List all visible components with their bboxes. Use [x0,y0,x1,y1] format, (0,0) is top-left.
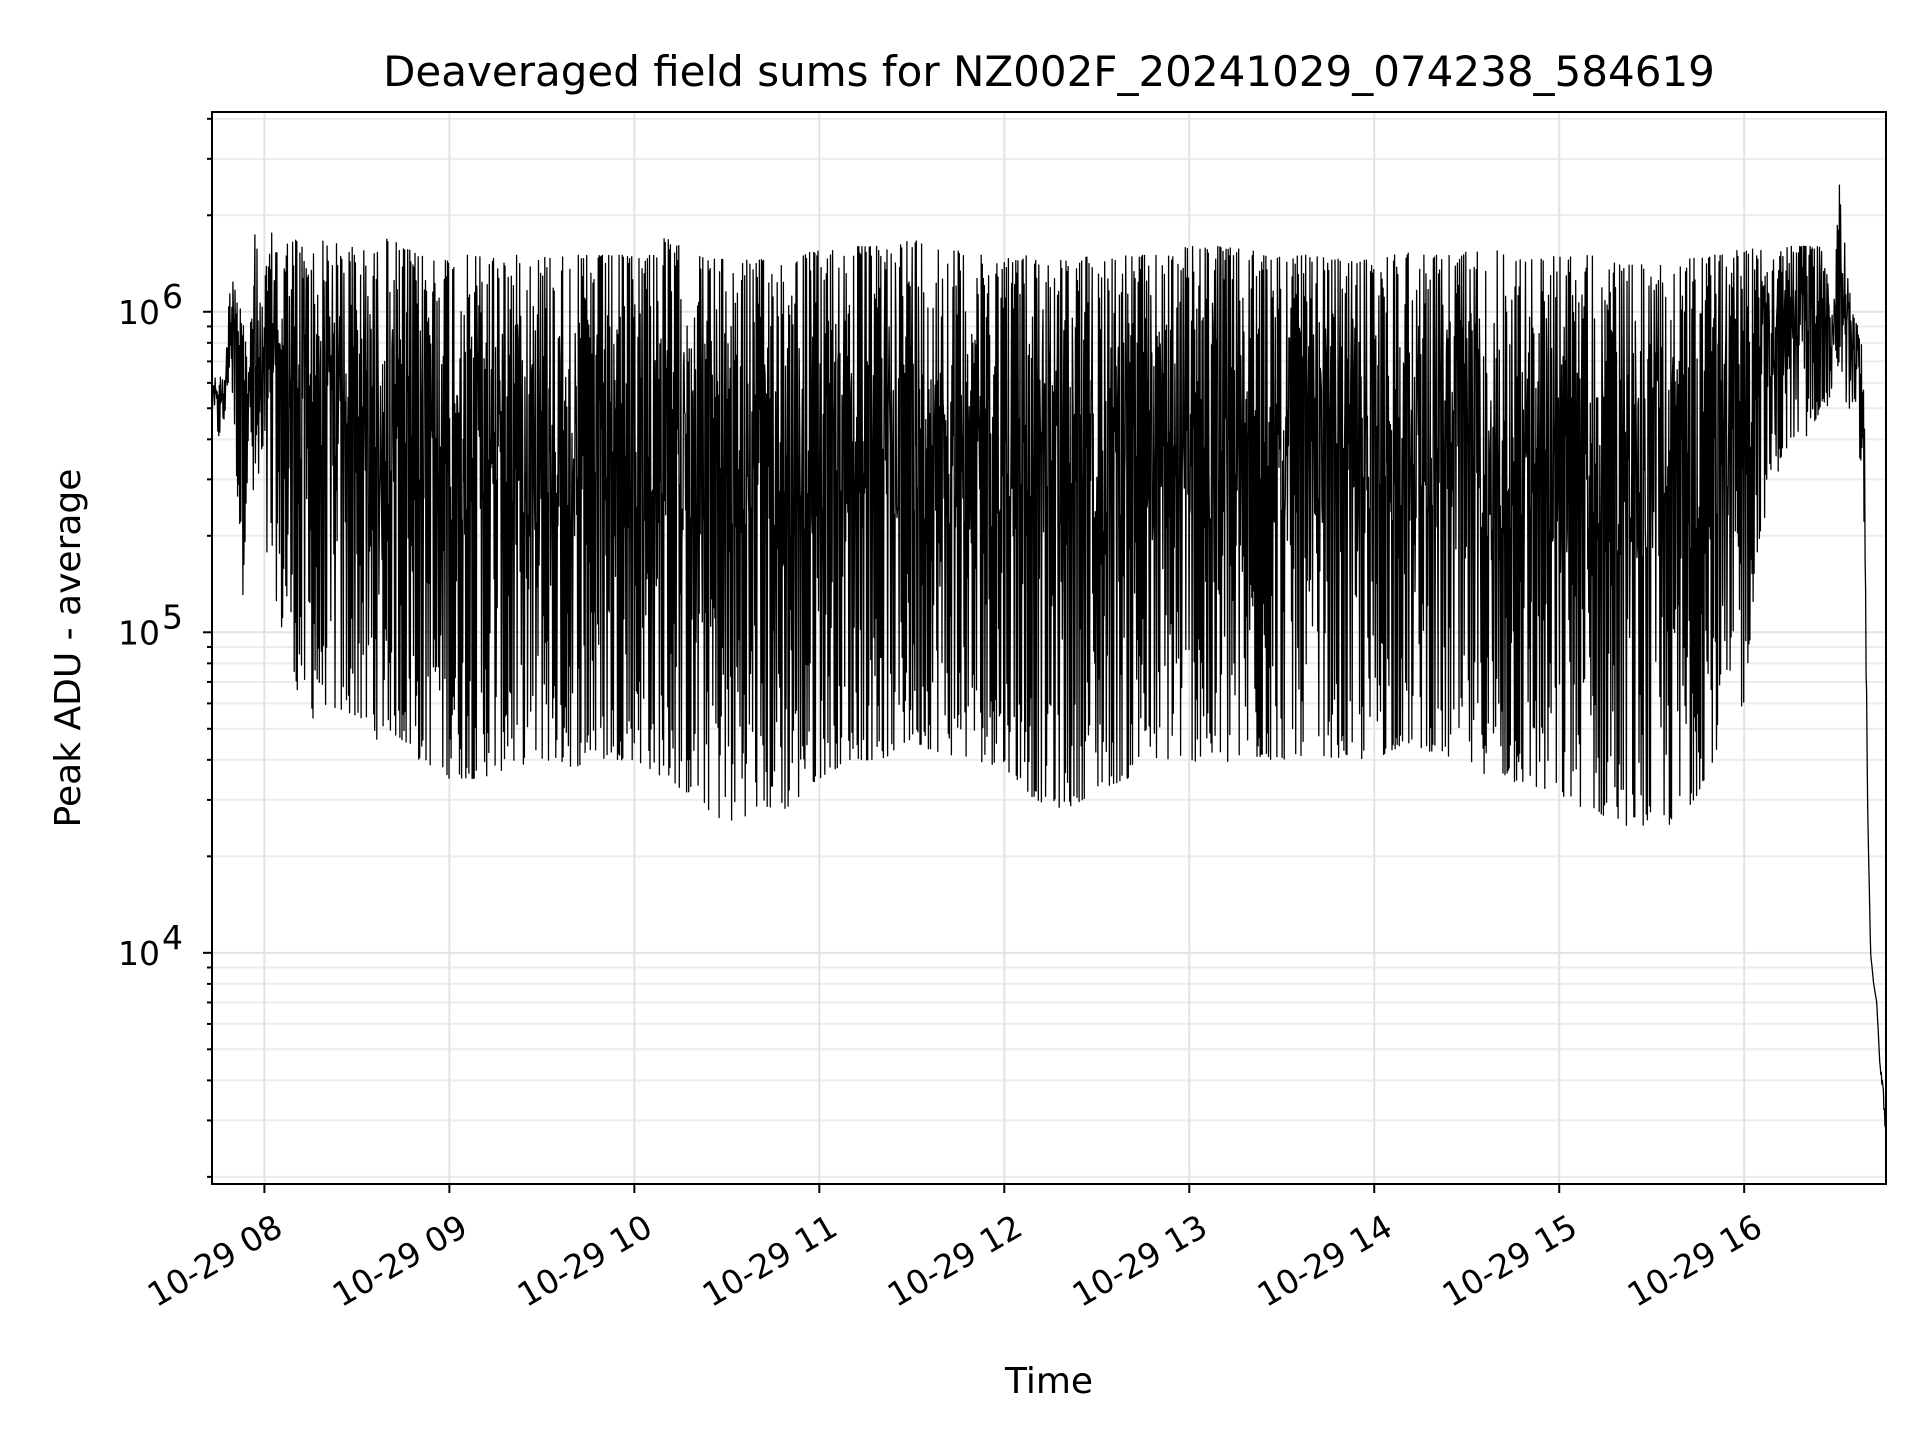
y-tick-label: 10 [118,613,160,652]
y-tick-label-exponent: 4 [162,918,183,957]
x-tick-label: 10-29 14 [1251,1207,1399,1315]
x-axis: 10-29 08 10-29 09 10-29 10 10-29 11 10-29 12… [141,1184,1769,1315]
x-tick-label: 10-29 13 [1066,1207,1214,1315]
x-tick-label: 10-29 08 [141,1207,289,1315]
x-axis-label: Time [1004,1361,1093,1402]
series-layer [211,184,1887,1138]
y-tick-label-exponent: 6 [162,277,183,316]
y-tick-label: 10 [118,934,160,973]
x-tick-label: 10-29 15 [1436,1207,1584,1315]
x-tick-label: 10-29 09 [326,1207,474,1315]
chart-title: Deaveraged field sums for NZ002F_2024102… [383,47,1715,96]
y-tick-label: 10 [118,293,160,332]
x-tick-label: 10-29 10 [511,1207,659,1315]
x-tick-label: 10-29 16 [1621,1207,1769,1315]
x-tick-label: 10-29 11 [696,1207,844,1315]
series-line [211,184,1887,1138]
plot-frame [211,111,1887,1185]
y-axis-label: Peak ADU - average [48,469,89,828]
y-tick-label-exponent: 5 [162,597,183,636]
x-tick-label: 10-29 12 [881,1207,1029,1315]
